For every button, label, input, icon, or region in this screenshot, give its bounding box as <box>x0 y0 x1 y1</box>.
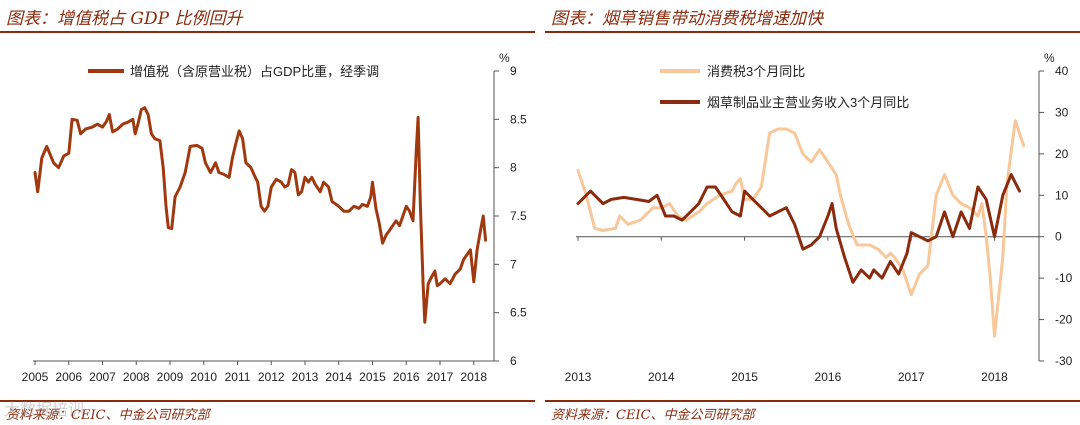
right-chart-svg: -30 -20 -10 0 10 20 30 40% 2013 2014 2015 2016 2017 2… <box>565 51 1073 384</box>
right-source-rule <box>545 400 1080 402</box>
left-x-tick-label: 2012 <box>258 370 285 384</box>
left-x-tick-label: 2007 <box>89 370 116 384</box>
left-x-tick-label: 2010 <box>190 370 217 384</box>
left-x-tick-label: 2008 <box>123 370 150 384</box>
left-y-unit-label: % <box>499 51 510 65</box>
left-x-tick-label: 2005 <box>22 370 49 384</box>
left-x-tick-label: 2006 <box>55 370 82 384</box>
left-chart-svg: 6 6.5 7 7.5 8 8.5 9% 2005 2006 2007 2008 2009 2010 20… <box>22 51 527 384</box>
right-x-tick-label: 2018 <box>981 370 1008 384</box>
right-y-unit-label: % <box>1044 51 1055 65</box>
right-source-note: 资料来源：CEIC、中金公司研究部 <box>551 408 755 423</box>
left-series-line <box>33 106 488 324</box>
left-x-tick-label: 2011 <box>225 370 251 384</box>
right-legend-label-1: 消费税3个月同比 <box>707 64 805 79</box>
right-y-tick-label: 40 <box>1055 64 1069 78</box>
right-y-tick-label: -20 <box>1055 313 1073 327</box>
right-chart-title: 图表：烟草销售带动消费税增速加快 <box>551 9 823 29</box>
left-x-tick-label: 2009 <box>157 370 184 384</box>
right-y-tick-label: 30 <box>1055 105 1069 119</box>
right-y-tick-label: -10 <box>1055 271 1073 285</box>
left-chart-title: 图表：增值税占 GDP 比例回升 <box>6 9 243 29</box>
left-title-rule <box>0 31 535 33</box>
right-y-tick-label: 0 <box>1055 230 1062 244</box>
right-y-tick-label: -30 <box>1055 354 1073 368</box>
left-legend-label: 增值税（含原营业税）占GDP比重，经季调 <box>130 64 379 79</box>
left-y-tick-label: 6.5 <box>510 306 527 320</box>
left-y-tick-label: 7.5 <box>510 209 527 223</box>
left-y-tick-label: 9 <box>510 64 517 78</box>
left-chart-panel: 图表：增值税占 GDP 比例回升 6 6.5 7 7.5 8 8.5 9% 2005 2006 2… <box>0 0 535 425</box>
right-y-tick-label: 20 <box>1055 147 1069 161</box>
right-series-line-2 <box>576 173 1021 284</box>
right-x-tick-label: 2014 <box>648 370 675 384</box>
right-x-tick-label: 2013 <box>565 370 592 384</box>
left-source-rule <box>0 400 535 402</box>
watermark: 大数据培训 <box>4 400 85 419</box>
left-x-tick-label: 2018 <box>460 370 487 384</box>
left-x-tick-label: 2013 <box>292 370 319 384</box>
left-x-tick-label: 2016 <box>393 370 420 384</box>
right-title-rule <box>545 31 1080 33</box>
right-x-tick-label: 2016 <box>815 370 842 384</box>
left-x-tick-label: 2017 <box>427 370 454 384</box>
right-series-line-1 <box>576 119 1026 338</box>
left-y-tick-label: 6 <box>510 354 517 368</box>
left-y-tick-label: 8 <box>510 161 517 175</box>
right-legend-label-2: 烟草制品业主营业务收入3个月同比 <box>707 95 909 110</box>
left-x-tick-label: 2014 <box>325 370 352 384</box>
right-x-tick-label: 2015 <box>731 370 758 384</box>
left-y-tick-label: 8.5 <box>510 112 527 126</box>
left-source-note: 资料来源：CEIC、中金公司研究部 <box>6 408 210 423</box>
left-y-tick-label: 7 <box>510 257 517 271</box>
right-chart-panel: 图表：烟草销售带动消费税增速加快 -30 -20 -10 0 10 20 30 40% 2013… <box>545 0 1080 425</box>
right-y-tick-label: 10 <box>1055 188 1069 202</box>
right-x-tick-label: 2017 <box>898 370 925 384</box>
left-x-tick-label: 2015 <box>359 370 386 384</box>
